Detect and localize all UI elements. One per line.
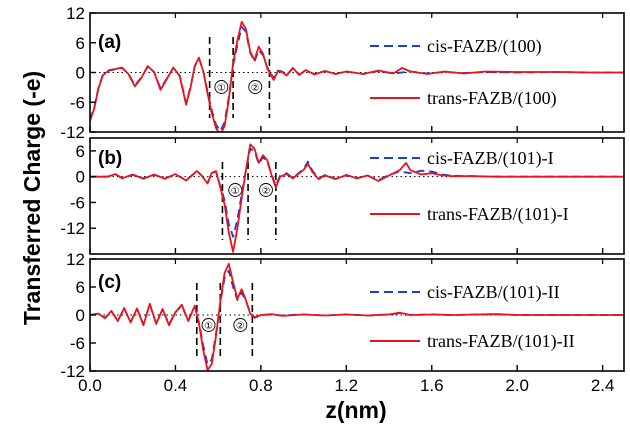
legend-label-trans: trans-FAZB/(100) xyxy=(427,88,557,109)
series-line-trans xyxy=(90,143,624,253)
y-tick-label: -12 xyxy=(60,219,85,238)
y-tick-label: 0 xyxy=(76,168,85,187)
panel-frame xyxy=(89,137,625,255)
panel-1: ① ② cis-FAZB/(100) trans-FAZB/(100) 12 6 0 -6 -1… xyxy=(60,4,625,142)
y-tick-label: -12 xyxy=(60,362,85,381)
x-tick-label: 1.6 xyxy=(420,376,444,395)
y-tick-label: 12 xyxy=(66,4,85,23)
legend-label-cis: cis-FAZB/(101)-II xyxy=(427,282,560,303)
y-tick-label: -6 xyxy=(70,334,85,353)
series-line-trans xyxy=(90,21,624,132)
y-tick-label: 0 xyxy=(76,64,85,83)
y-tick-label: 6 xyxy=(76,142,85,161)
x-tick-label: 0.4 xyxy=(164,376,188,395)
region-label-2: ② xyxy=(251,83,260,94)
y-tick-label: 6 xyxy=(76,278,85,297)
y-tick-label: -12 xyxy=(60,123,85,142)
legend-label-trans: trans-FAZB/(101)-I xyxy=(427,204,569,225)
region-circle-1 xyxy=(214,80,229,94)
region-label-2: ② xyxy=(236,321,245,332)
region-label-1: ① xyxy=(217,83,226,94)
region-circle-2 xyxy=(233,318,248,332)
panel-2: ① ② cis-FAZB/(101)-I trans-FAZB/(101)-I 6 0 -6… xyxy=(60,137,625,255)
series-line-trans xyxy=(90,262,624,371)
region-label-1: ① xyxy=(204,321,213,332)
x-tick-label: 2.4 xyxy=(591,376,615,395)
x-axis-title: z(nm) xyxy=(325,397,386,423)
region-circle-1 xyxy=(201,318,216,332)
y-tick-label: 12 xyxy=(66,250,85,269)
x-tick-label: 0.8 xyxy=(249,376,273,395)
y-tick-label: -6 xyxy=(70,93,85,112)
region-label-2: ② xyxy=(261,186,270,197)
y-tick-label: 0 xyxy=(76,306,85,325)
y-tick-label: -6 xyxy=(70,193,85,212)
panel-label: (a) xyxy=(98,32,121,53)
legend-label-trans: trans-FAZB/(101)-II xyxy=(427,331,575,352)
region-circle-2 xyxy=(248,80,263,94)
x-tick-label: 2.0 xyxy=(505,376,529,395)
legend-label-cis: cis-FAZB/(100) xyxy=(427,36,542,57)
panel-label: (b) xyxy=(98,148,122,169)
y-tick-label: 6 xyxy=(76,34,85,53)
y-axis-title: Transferred Charge (-e) xyxy=(19,71,45,325)
x-tick-label: 0.0 xyxy=(78,376,102,395)
legend-label-cis: cis-FAZB/(101)-I xyxy=(427,148,554,169)
series-line-cis xyxy=(90,26,624,132)
region-label-1: ① xyxy=(231,186,240,197)
panel-label: (c) xyxy=(98,272,121,293)
panel-3: ① ② cis-FAZB/(101)-II trans-FAZB/(101)-II 12… xyxy=(60,250,625,381)
x-tick-label: 1.2 xyxy=(334,376,358,395)
region-circle-2 xyxy=(258,183,273,197)
